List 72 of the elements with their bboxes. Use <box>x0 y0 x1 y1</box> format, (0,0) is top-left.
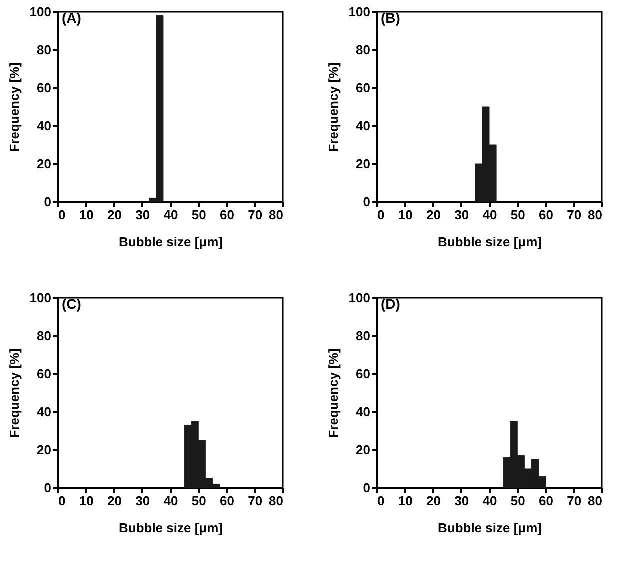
x-axis-title: Bubble size [μm] <box>118 234 224 250</box>
x-tick-label: 50 <box>192 208 206 222</box>
x-tick-label: 0 <box>58 208 66 222</box>
y-tick-label: 100 <box>30 4 52 20</box>
chart-title: (C) <box>62 296 82 312</box>
chart-title: (B) <box>381 10 400 26</box>
x-tick-label: 80 <box>588 208 602 222</box>
y-tick-label: 100 <box>30 290 52 306</box>
y-axis-title: Frequency [%] <box>326 62 341 152</box>
x-tick-label: 0 <box>58 494 66 508</box>
x-tick-label: 10 <box>79 494 94 508</box>
x-tick-label: 60 <box>220 494 234 508</box>
x-tick-label: 20 <box>108 494 122 508</box>
y-tick-label: 40 <box>37 404 52 420</box>
y-tick-label: 20 <box>356 156 370 172</box>
chart-title: (A) <box>62 10 82 26</box>
x-axis-title: Bubble size [μm] <box>438 520 542 536</box>
x-tick-label: 30 <box>454 208 470 222</box>
x-axis-title: Bubble size [μm] <box>118 520 224 536</box>
x-tick-label: 10 <box>398 494 413 508</box>
x-tick-label: 60 <box>220 208 234 222</box>
x-tick-label: 80 <box>588 494 602 508</box>
y-tick-label: 20 <box>356 442 370 458</box>
y-axis-title: Frequency [%] <box>326 348 341 438</box>
x-tick-label: 20 <box>426 208 441 222</box>
x-tick-label: 20 <box>426 494 441 508</box>
y-tick-label: 20 <box>37 442 52 458</box>
x-tick-label: 40 <box>164 494 178 508</box>
y-tick-label: 0 <box>363 194 370 210</box>
x-tick-label: 40 <box>482 494 498 508</box>
x-tick-label: 70 <box>248 208 263 222</box>
x-tick-label: 80 <box>269 494 284 508</box>
x-axis-title: Bubble size [μm] <box>438 234 542 250</box>
x-tick-label: 30 <box>454 494 470 508</box>
y-tick-label: 60 <box>37 80 52 96</box>
x-tick-label: 50 <box>192 494 206 508</box>
y-tick-label: 40 <box>356 118 370 134</box>
x-tick-label: 20 <box>108 208 122 222</box>
y-tick-label: 60 <box>356 80 370 96</box>
x-tick-label: 10 <box>79 208 94 222</box>
y-tick-label: 0 <box>44 480 52 496</box>
y-axis-title: Frequency [%] <box>6 348 22 438</box>
x-tick-label: 70 <box>567 208 582 222</box>
y-tick-label: 80 <box>37 42 52 58</box>
x-tick-label: 60 <box>539 208 554 222</box>
x-tick-label: 0 <box>378 208 385 222</box>
y-tick-label: 60 <box>356 366 370 382</box>
x-tick-label: 0 <box>378 494 385 508</box>
y-tick-label: 60 <box>37 366 52 382</box>
x-tick-label: 50 <box>510 208 526 222</box>
y-tick-label: 20 <box>37 156 52 172</box>
x-tick-label: 40 <box>164 208 178 222</box>
y-tick-label: 0 <box>44 194 52 210</box>
x-tick-label: 70 <box>567 494 582 508</box>
y-tick-label: 40 <box>356 404 370 420</box>
y-tick-label: 40 <box>37 118 52 134</box>
y-tick-label: 100 <box>348 4 370 20</box>
x-tick-label: 50 <box>510 494 526 508</box>
x-tick-label: 10 <box>398 208 413 222</box>
y-tick-label: 80 <box>37 328 52 344</box>
y-tick-label: 0 <box>363 480 370 496</box>
y-axis-title: Frequency [%] <box>6 62 22 152</box>
y-tick-label: 100 <box>348 290 370 306</box>
x-tick-label: 40 <box>482 208 498 222</box>
x-tick-label: 30 <box>136 494 150 508</box>
x-tick-label: 60 <box>539 494 554 508</box>
x-tick-label: 80 <box>269 208 284 222</box>
x-tick-label: 70 <box>248 494 263 508</box>
y-tick-label: 80 <box>356 42 370 58</box>
chart-title: (D) <box>381 296 400 312</box>
y-tick-label: 80 <box>356 328 370 344</box>
x-tick-label: 30 <box>136 208 150 222</box>
